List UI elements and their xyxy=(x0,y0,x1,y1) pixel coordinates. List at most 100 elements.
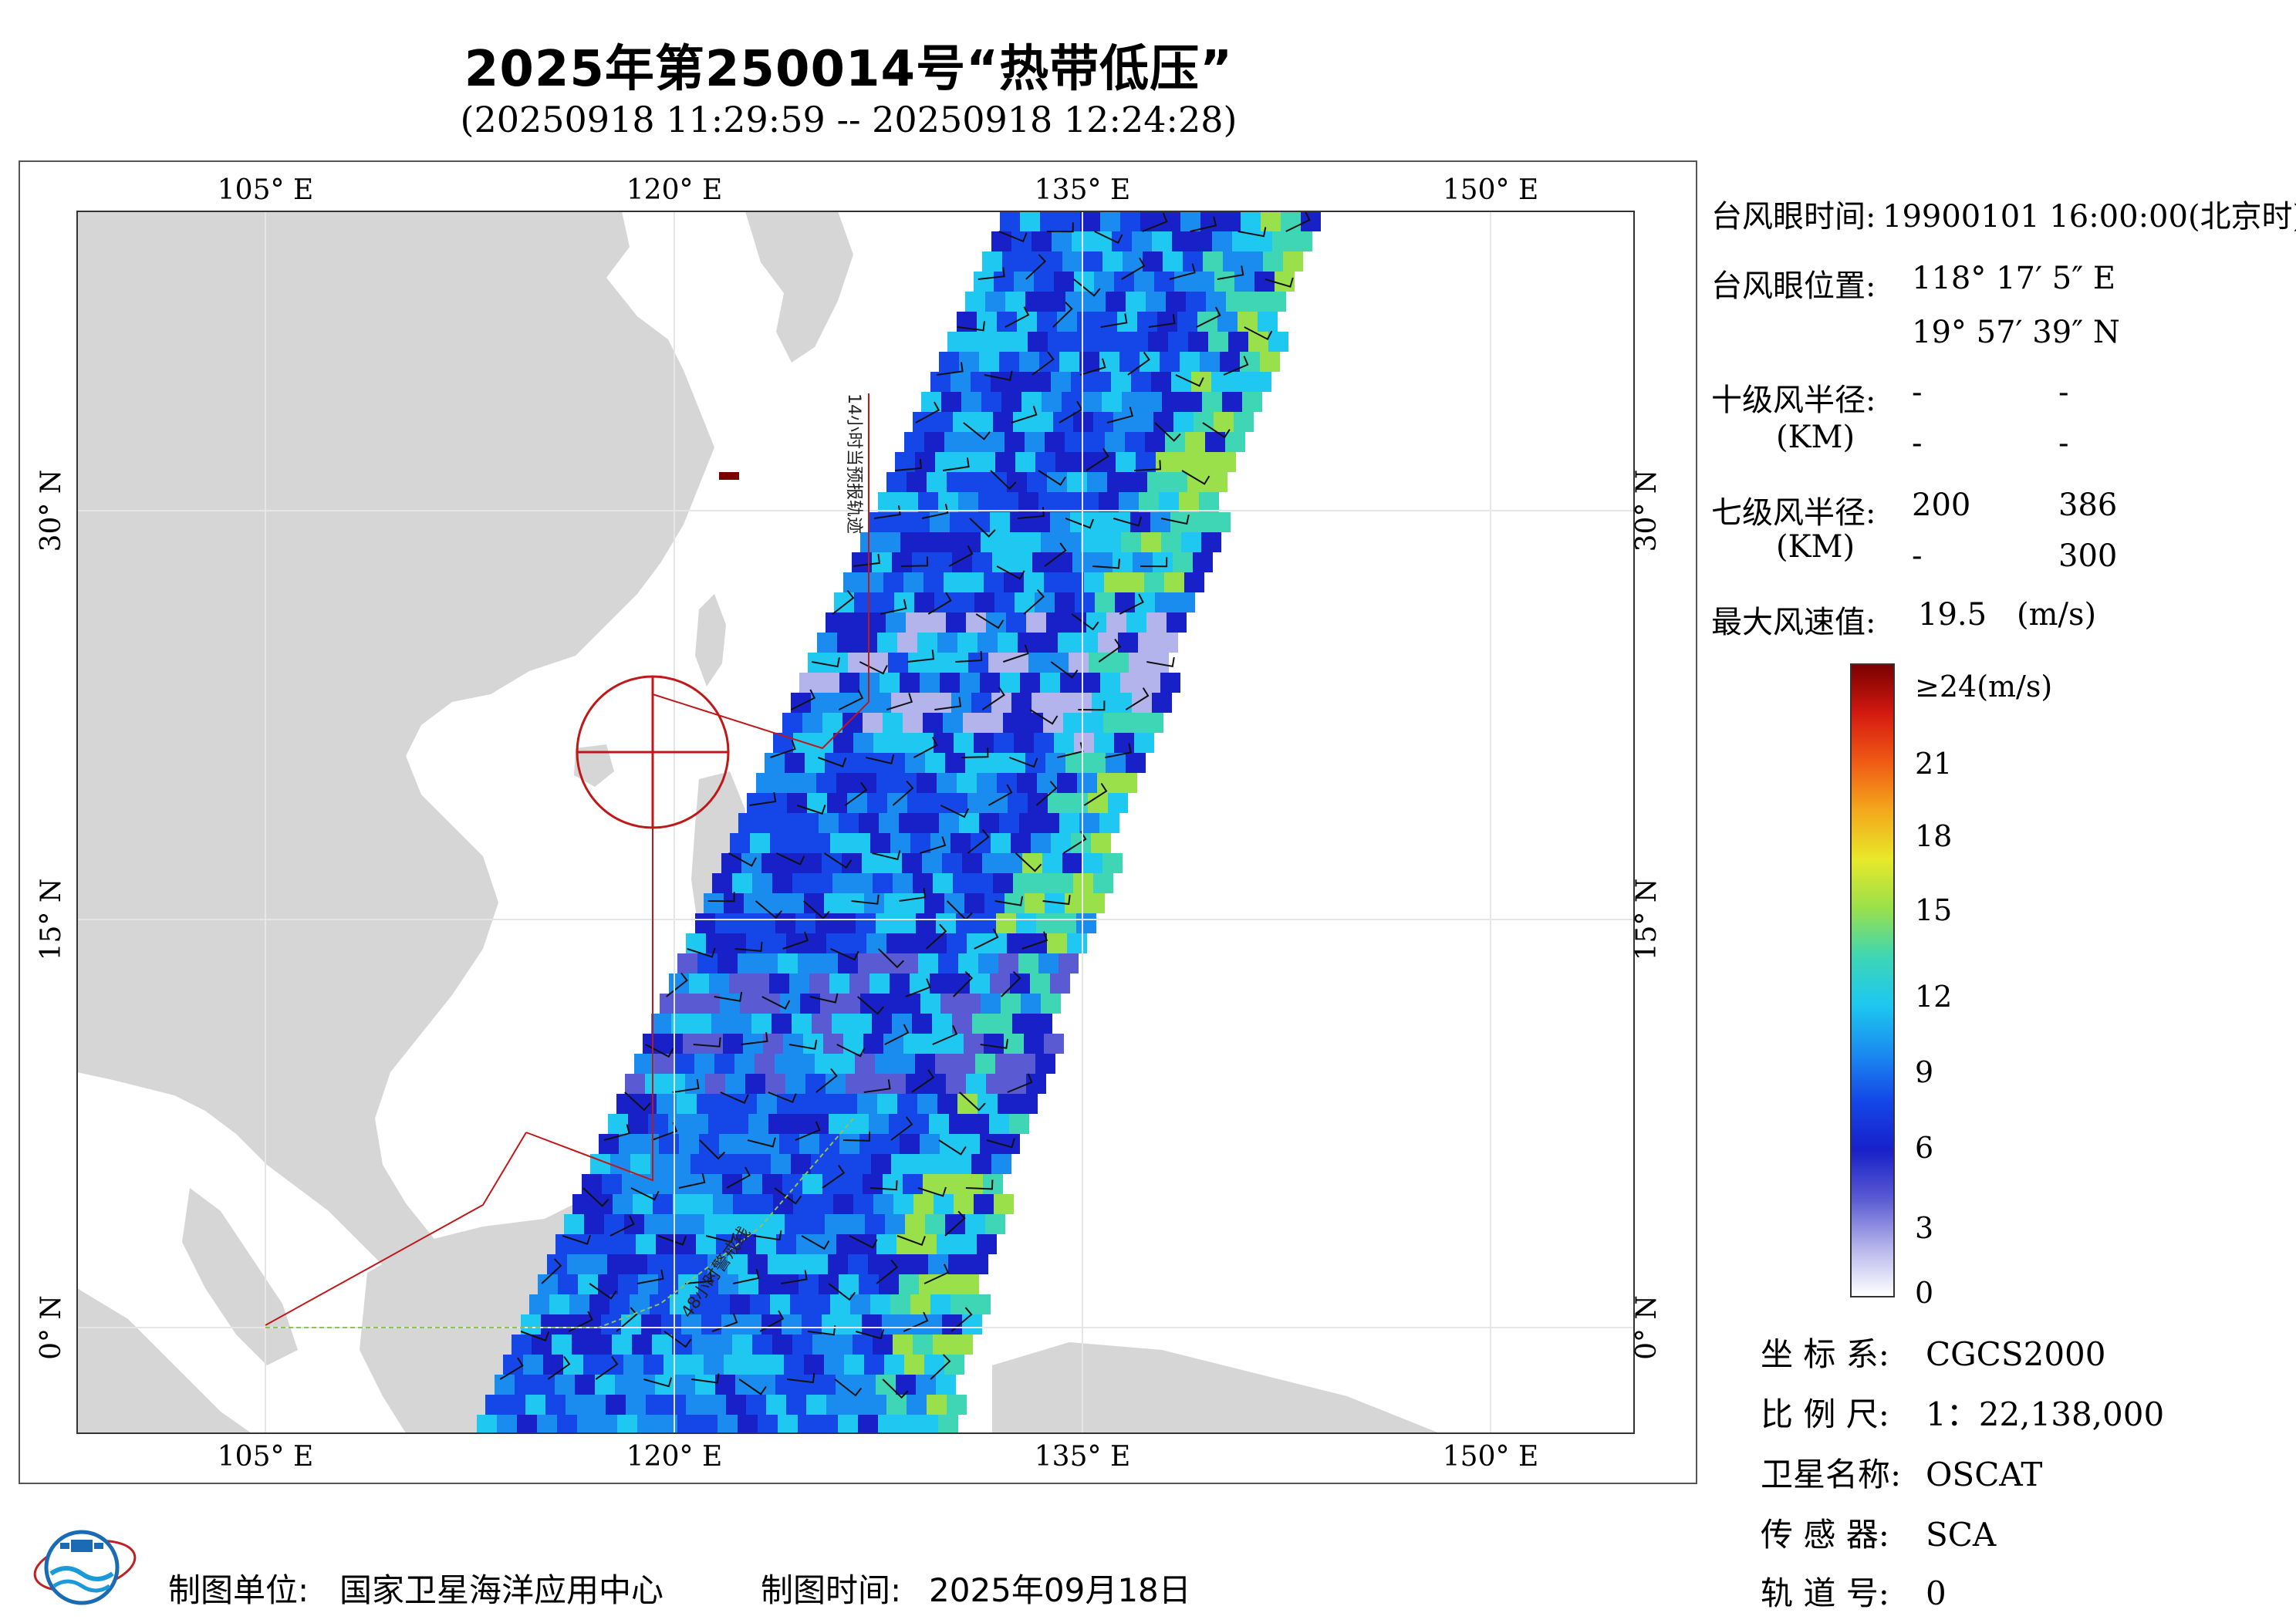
wind-cell xyxy=(975,1054,995,1074)
wind-cell xyxy=(903,1174,923,1194)
wind-cell xyxy=(685,1074,705,1094)
wind-cell xyxy=(802,853,822,873)
wind-cell xyxy=(1154,272,1174,292)
wind-cell xyxy=(873,1335,893,1355)
wind-cell xyxy=(958,492,978,512)
wind-cell xyxy=(1008,793,1028,813)
wind-cell xyxy=(995,452,1015,472)
wind-cell xyxy=(512,1335,532,1355)
wind-barb xyxy=(905,978,931,997)
wind-cell xyxy=(586,1395,606,1415)
wind-cell xyxy=(885,1214,905,1234)
wind-cell xyxy=(985,292,1005,312)
wind-cell xyxy=(695,1375,715,1395)
wind-cell xyxy=(1113,552,1133,572)
wind-barb xyxy=(691,1373,720,1384)
wind-cell xyxy=(1220,352,1240,372)
wind-cell xyxy=(978,953,998,973)
wind-cell xyxy=(802,713,822,733)
wind-cell xyxy=(750,1294,770,1314)
wind-cell xyxy=(1000,1134,1020,1154)
wind-cell xyxy=(924,432,944,452)
axis-labels: 105° E 120° E 135° E 150° E 105° E 120° … xyxy=(35,174,1663,1473)
wind-cell xyxy=(708,1114,728,1134)
wind-cell xyxy=(1185,432,1205,452)
wind-cell xyxy=(944,1355,964,1375)
max-wind-unit: (m/s) xyxy=(2017,597,2097,633)
wind-cell xyxy=(904,1355,924,1375)
wind-cell xyxy=(846,1074,866,1094)
wind-barb xyxy=(795,1121,821,1141)
wind-cell xyxy=(775,913,795,933)
wind-barb xyxy=(896,1235,926,1247)
wind-cell xyxy=(905,753,925,773)
wind-cell xyxy=(785,1214,805,1234)
wind-cell xyxy=(965,753,985,773)
wind-cell xyxy=(788,1114,809,1134)
wind-cell xyxy=(768,1254,788,1274)
wind-cell xyxy=(959,1274,979,1294)
wind-cell xyxy=(1035,452,1055,472)
wind-cell xyxy=(923,713,943,733)
wind-barb xyxy=(948,545,974,567)
wind-cell xyxy=(886,612,906,633)
wind-cell xyxy=(823,1034,843,1054)
wind-cell xyxy=(1041,994,1061,1014)
r10-value: - xyxy=(2058,426,2069,461)
eye-time-label: 台风眼时间: xyxy=(1711,199,1876,235)
wind-cell xyxy=(1082,392,1102,412)
wind-cell xyxy=(648,1114,668,1134)
wind-barb xyxy=(975,613,1004,629)
wind-barb xyxy=(770,740,796,758)
wind-cell xyxy=(731,1014,751,1034)
wind-cell xyxy=(876,1375,896,1395)
wind-barb xyxy=(892,780,914,806)
wind-cell xyxy=(1074,733,1094,753)
wind-cell xyxy=(942,853,962,873)
wind-cell xyxy=(695,913,715,933)
wind-cell xyxy=(782,1174,802,1194)
wind-cell xyxy=(1231,372,1251,392)
wind-cell xyxy=(1044,1034,1064,1054)
wind-cell xyxy=(832,1335,853,1355)
wind-cell xyxy=(832,873,853,893)
wind-cell xyxy=(883,572,903,592)
wind-cell xyxy=(1010,512,1030,532)
wind-cell xyxy=(962,1314,982,1335)
wind-barb xyxy=(961,747,989,758)
wind-cell xyxy=(1180,211,1200,231)
wind-cell xyxy=(1301,211,1321,231)
wind-cell xyxy=(917,1094,937,1114)
wind-cell xyxy=(900,1134,920,1154)
wind-cell xyxy=(1179,492,1199,512)
wind-cell xyxy=(1159,492,1179,512)
wind-cell xyxy=(790,1294,810,1314)
wind-cell xyxy=(601,1314,621,1335)
land-korea xyxy=(745,211,853,363)
wind-cell xyxy=(725,1074,745,1094)
wind-cell xyxy=(662,1174,682,1194)
wind-cell xyxy=(886,933,907,953)
wind-cell xyxy=(873,873,893,893)
wind-cell xyxy=(896,1375,916,1395)
wind-cell xyxy=(1139,492,1159,512)
wind-cell xyxy=(846,612,866,633)
wind-cell xyxy=(766,933,786,953)
wind-cell xyxy=(748,1114,768,1134)
wind-barb xyxy=(768,1092,797,1104)
wind-cell xyxy=(744,893,764,913)
wind-cell xyxy=(945,753,965,773)
wind-cell xyxy=(670,1154,690,1174)
wind-cell xyxy=(799,673,819,693)
wind-cell xyxy=(982,853,1002,873)
wind-barb xyxy=(780,1270,808,1284)
wind-cell xyxy=(876,1234,896,1254)
colorbar-label: 12 xyxy=(1915,980,1953,1014)
wind-cell xyxy=(1163,251,1183,272)
wind-cell xyxy=(912,552,932,572)
wind-cell xyxy=(918,1415,938,1433)
wind-cell xyxy=(572,1335,592,1355)
wind-cell xyxy=(892,1014,912,1034)
wind-cell xyxy=(1025,893,1045,913)
wind-cell xyxy=(1028,332,1048,352)
